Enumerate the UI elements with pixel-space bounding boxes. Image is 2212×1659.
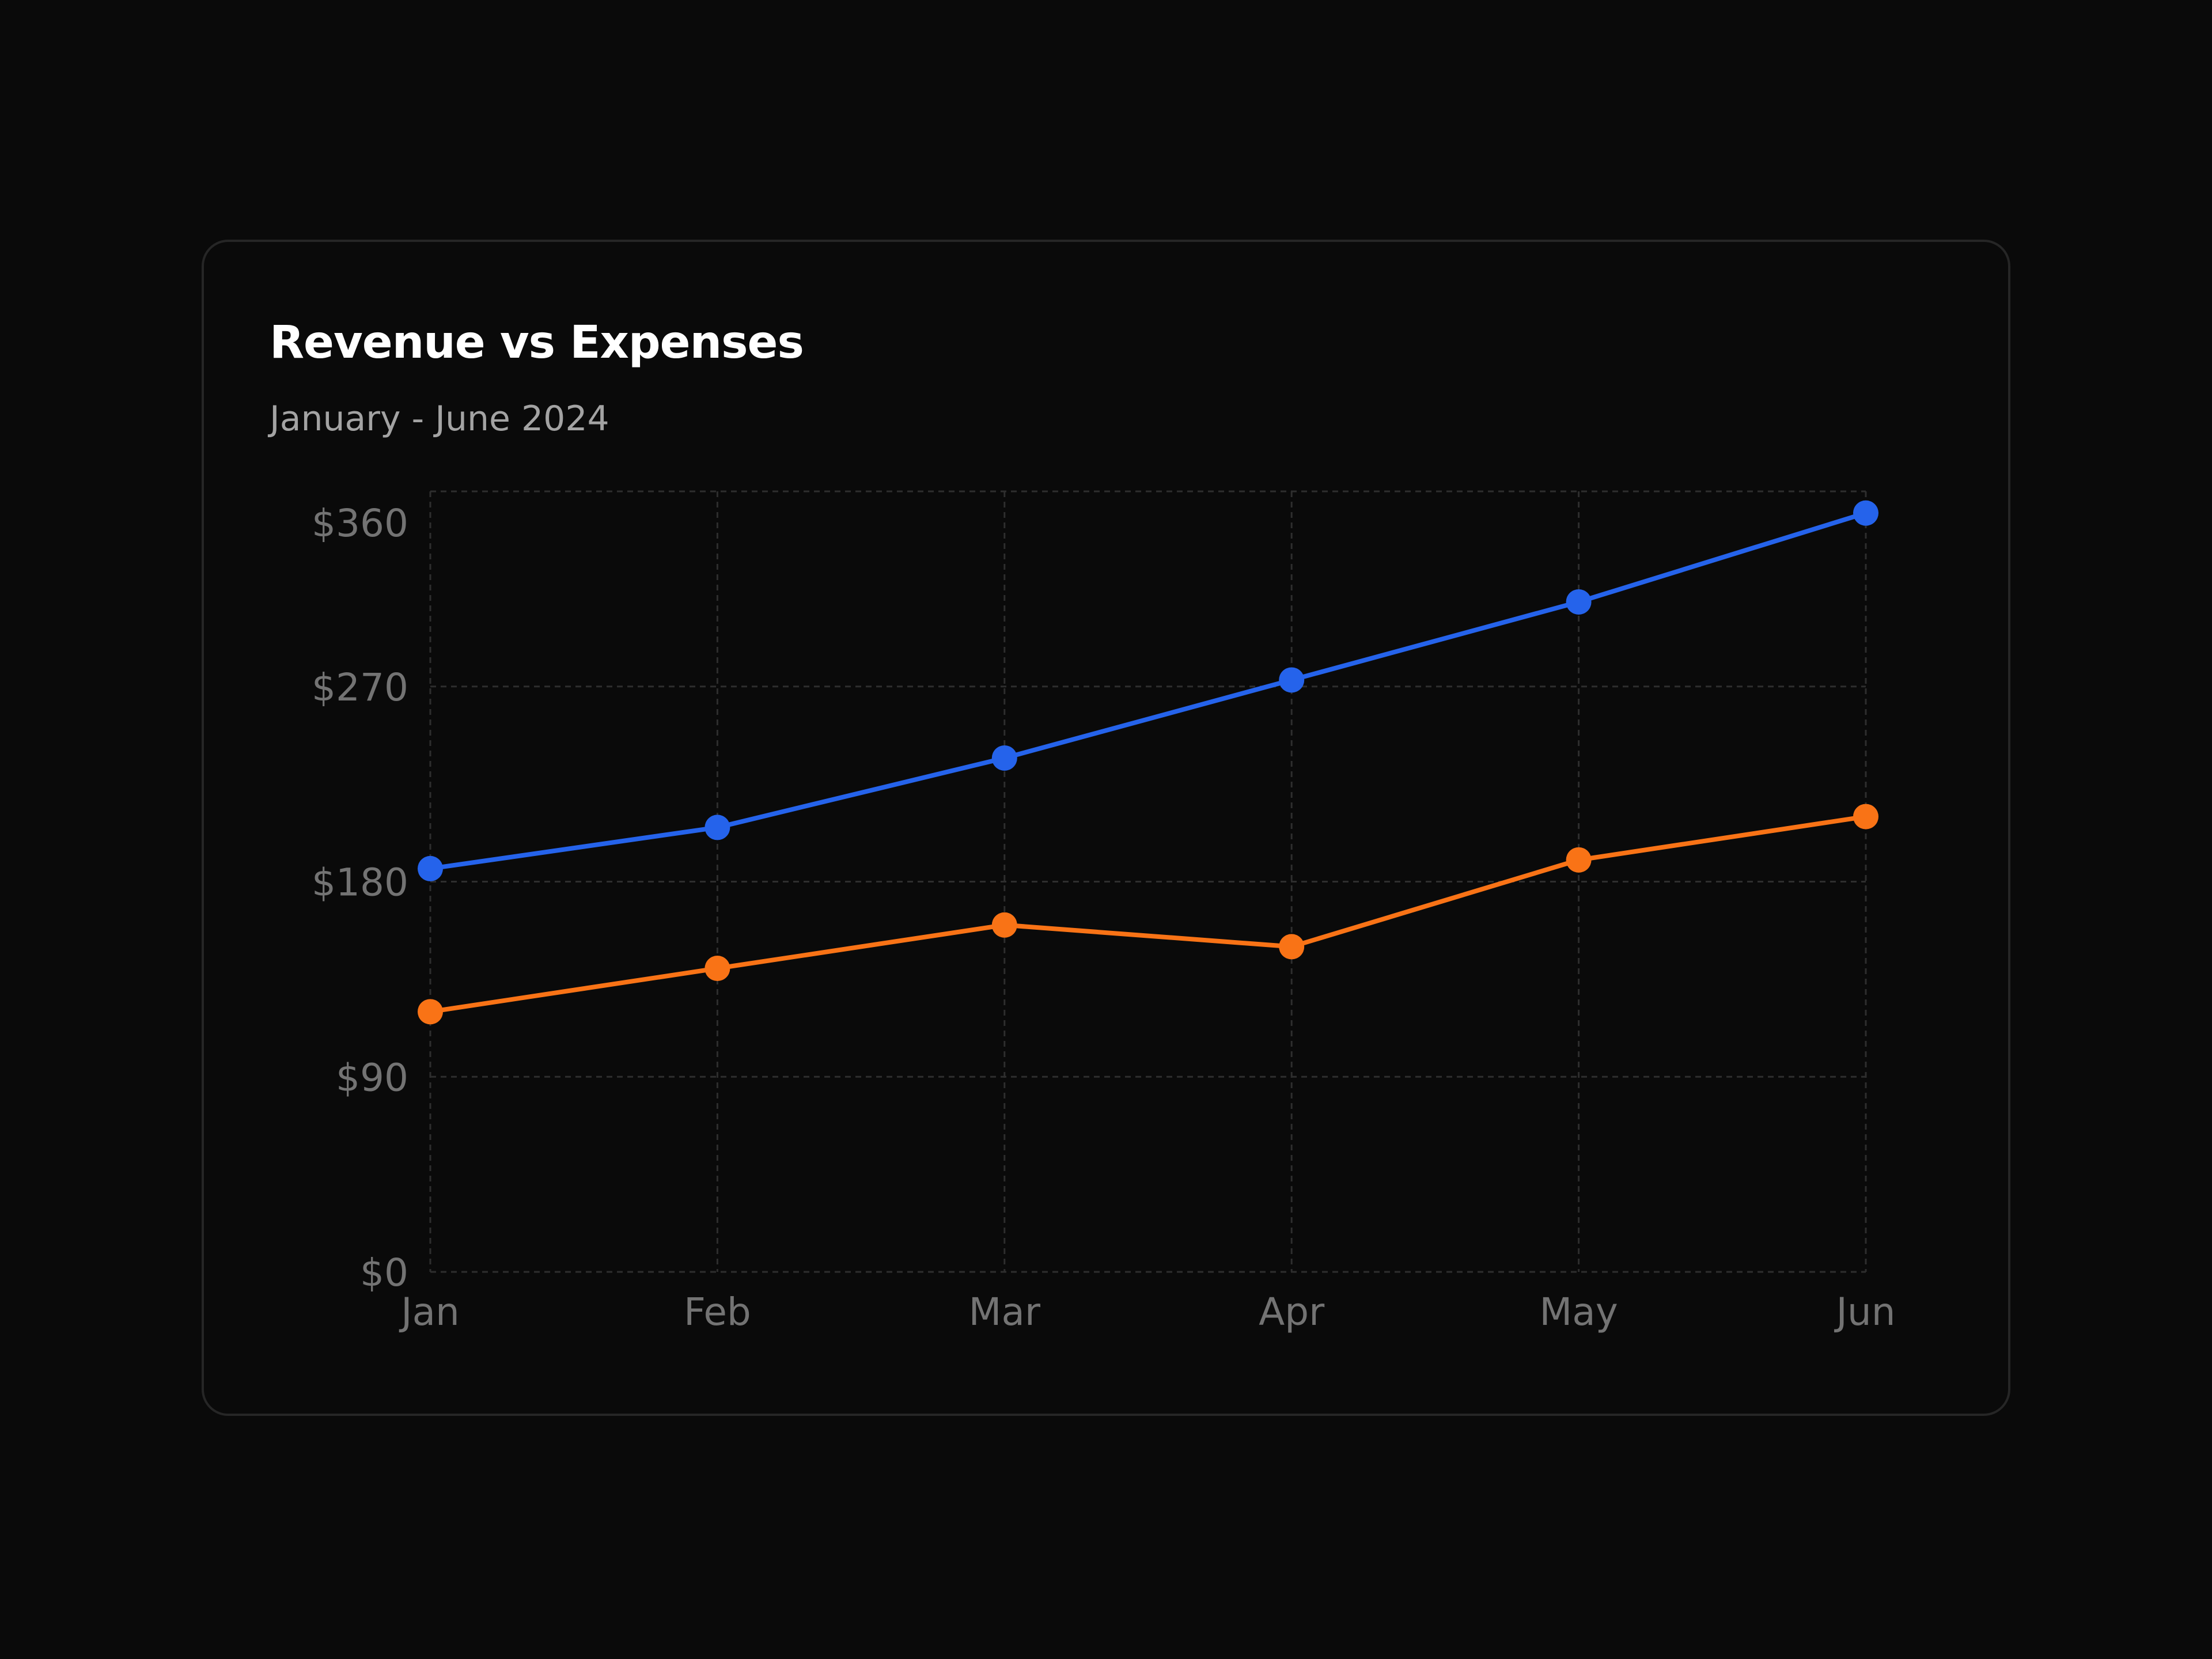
series-1-line [428, 510, 1868, 871]
series-2-point [1566, 847, 1592, 873]
x-tick-label: Jun [1834, 1290, 1895, 1334]
chart-grid [429, 490, 1867, 1273]
chart-card: Revenue vs Expenses January - June 2024 … [202, 240, 2010, 1416]
x-tick-label: May [1539, 1290, 1618, 1334]
chart-title: Revenue vs Expenses [270, 317, 804, 369]
y-tick-label: $180 [312, 861, 408, 905]
series-2-point [1853, 804, 1878, 830]
series-2-line [428, 814, 1868, 1014]
series-2-point [704, 956, 730, 982]
x-tick-label: Apr [1259, 1290, 1325, 1334]
y-axis-labels: $0 $90 $180 $270 $360 [312, 501, 408, 1295]
x-axis-labels: Jan Feb Mar Apr May Jun [399, 1290, 1895, 1334]
y-tick-label: $270 [312, 665, 408, 710]
x-tick-label: Mar [969, 1290, 1041, 1334]
y-tick-label: $360 [312, 501, 408, 546]
series-2-point [1279, 934, 1305, 960]
series-1-point [1279, 667, 1305, 693]
line-chart: $0 $90 $180 $270 $360 Jan Feb Mar Apr May Jun [312, 490, 1896, 1334]
series-2-point [418, 999, 443, 1025]
x-tick-label: Jan [399, 1290, 460, 1334]
x-tick-label: Feb [684, 1290, 751, 1334]
series-2-point [991, 912, 1017, 938]
series-1-point [418, 855, 443, 881]
series-lines [428, 510, 1868, 1014]
series-points [418, 500, 1878, 1025]
y-tick-label: $0 [360, 1251, 408, 1295]
chart-subtitle: January - June 2024 [270, 399, 609, 439]
series-1-point [991, 745, 1017, 771]
y-tick-label: $90 [336, 1055, 408, 1100]
series-1-point [1566, 589, 1592, 615]
series-1-point [1853, 500, 1878, 526]
series-1-point [704, 815, 730, 840]
